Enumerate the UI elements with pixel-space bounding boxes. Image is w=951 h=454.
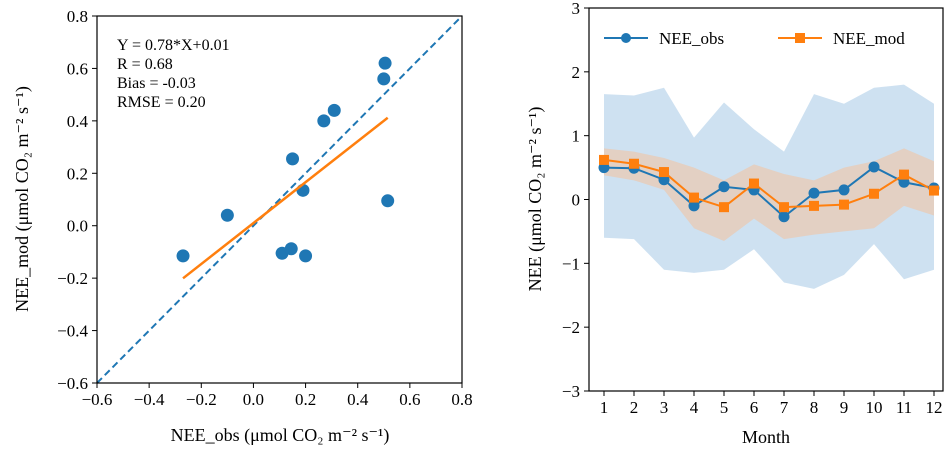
scatter-y-tick-label: 0.4 xyxy=(67,112,89,131)
monthly-x-tick-label: 5 xyxy=(720,398,729,417)
monthly-y-tick-label: 1 xyxy=(572,127,581,146)
obs-point-month-10 xyxy=(868,161,880,173)
scatter-point-10 xyxy=(377,72,391,86)
mod-point-month-12 xyxy=(929,185,939,196)
obs-point-month-4 xyxy=(688,200,700,212)
monthly-x-tick-label: 12 xyxy=(926,398,943,417)
scatter-x-tick-label: 0.4 xyxy=(347,390,369,409)
monthly-y-tick-label: 0 xyxy=(572,191,581,210)
monthly-x-tick-label: 4 xyxy=(690,398,699,417)
scatter-x-tick-label: 0.8 xyxy=(451,390,472,409)
scatter-x-tick-label: 0.2 xyxy=(295,390,316,409)
annotation-equation: Y = 0.78*X+0.01 xyxy=(117,37,230,54)
scatter-point-11 xyxy=(378,56,392,70)
monthly-x-tick-label: 6 xyxy=(750,398,759,417)
mod-point-month-7 xyxy=(779,202,789,213)
scatter-panel: −0.6−0.6 −0.4 −0.4 −0.2 −0.2 0.0 0.0 0.2 0.2 0.4 0… xyxy=(12,7,473,446)
monthly-x-tick-label: 1 xyxy=(600,398,609,417)
obs-point-month-9 xyxy=(838,184,850,196)
monthly-y-label: NEE (μmol CO₂ m⁻² s⁻¹) xyxy=(525,107,546,292)
obs-point-month-7 xyxy=(778,211,790,223)
monthly-x-tick-label: 2 xyxy=(630,398,639,417)
scatter-x-tick-label: 0.0 xyxy=(243,390,264,409)
scatter-x-tick-label: 0.6 xyxy=(399,390,420,409)
scatter-y-tick-label: 0.0 xyxy=(67,217,88,236)
monthly-x-tick-label: 10 xyxy=(866,398,883,417)
annotation-bias: Bias = -0.03 xyxy=(117,75,196,92)
scatter-x-label: NEE_obs (μmol CO₂ m⁻² s⁻¹) xyxy=(171,425,390,446)
annotation-rmse: RMSE = 0.20 xyxy=(117,94,206,111)
scatter-y-label: NEE_mod (μmol CO₂ m⁻² s⁻¹) xyxy=(12,86,33,312)
monthly-y-tick-label: −2 xyxy=(562,318,580,337)
scatter-y-tick-label: −0.2 xyxy=(57,269,88,288)
scatter-x-tick-label: −0.2 xyxy=(186,390,217,409)
scatter-point-9 xyxy=(327,103,341,117)
monthly-x-tick-label: 9 xyxy=(840,398,849,417)
mod-point-month-2 xyxy=(629,158,639,169)
monthly-x-tick-label: 8 xyxy=(810,398,819,417)
scatter-point-4 xyxy=(284,242,298,256)
mod-point-month-11 xyxy=(899,169,909,180)
scatter-x-tick-label: −0.6 xyxy=(82,390,113,409)
obs-point-month-8 xyxy=(808,187,820,199)
legend-obs-label: NEE_obs xyxy=(659,29,724,48)
scatter-point-8 xyxy=(317,114,331,128)
legend-obs-marker xyxy=(621,33,631,43)
scatter-y-tick-label: −0.4 xyxy=(57,322,88,341)
mod-point-month-4 xyxy=(689,192,699,203)
monthly-x-label: Month xyxy=(742,427,790,447)
legend-mod-label: NEE_mod xyxy=(833,29,905,48)
annotation-r: R = 0.68 xyxy=(117,56,173,73)
scatter-point-1 xyxy=(176,249,190,263)
scatter-frame xyxy=(96,15,463,384)
scatter-point-5 xyxy=(286,152,300,166)
scatter-point-12 xyxy=(381,194,395,208)
monthly-x-tick-label: 7 xyxy=(780,398,789,417)
scatter-y-tick-label: 0.8 xyxy=(67,7,88,26)
scatter-y-tick-label: 0.2 xyxy=(67,164,88,183)
obs-point-month-5 xyxy=(718,181,730,193)
monthly-y-tick-label: 3 xyxy=(572,0,581,18)
mod-point-month-9 xyxy=(839,199,849,210)
scatter-x-tick-label: −0.4 xyxy=(134,390,165,409)
legend: NEE_obs NEE_mod xyxy=(604,29,905,48)
legend-mod-marker xyxy=(795,33,805,43)
mod-point-month-3 xyxy=(659,167,669,178)
monthly-y-tick-label: 2 xyxy=(572,63,581,82)
scatter-point-2 xyxy=(220,208,234,222)
scatter-point-7 xyxy=(299,249,313,263)
scatter-y-tick-label: −0.6 xyxy=(57,374,88,393)
one-to-one-line xyxy=(96,15,463,384)
monthly-x-tick-label: 3 xyxy=(660,398,669,417)
monthly-y-tick-label: −1 xyxy=(562,254,580,273)
monthly-x-tick-label: 11 xyxy=(896,398,912,417)
mod-point-month-8 xyxy=(809,200,819,211)
mod-point-month-5 xyxy=(719,202,729,213)
mod-point-month-1 xyxy=(599,154,609,165)
mod-point-month-10 xyxy=(869,188,879,199)
mod-point-month-6 xyxy=(749,178,759,189)
monthly-y-tick-label: −3 xyxy=(562,382,580,401)
fit-line xyxy=(182,116,389,280)
scatter-y-tick-label: 0.6 xyxy=(67,59,88,78)
